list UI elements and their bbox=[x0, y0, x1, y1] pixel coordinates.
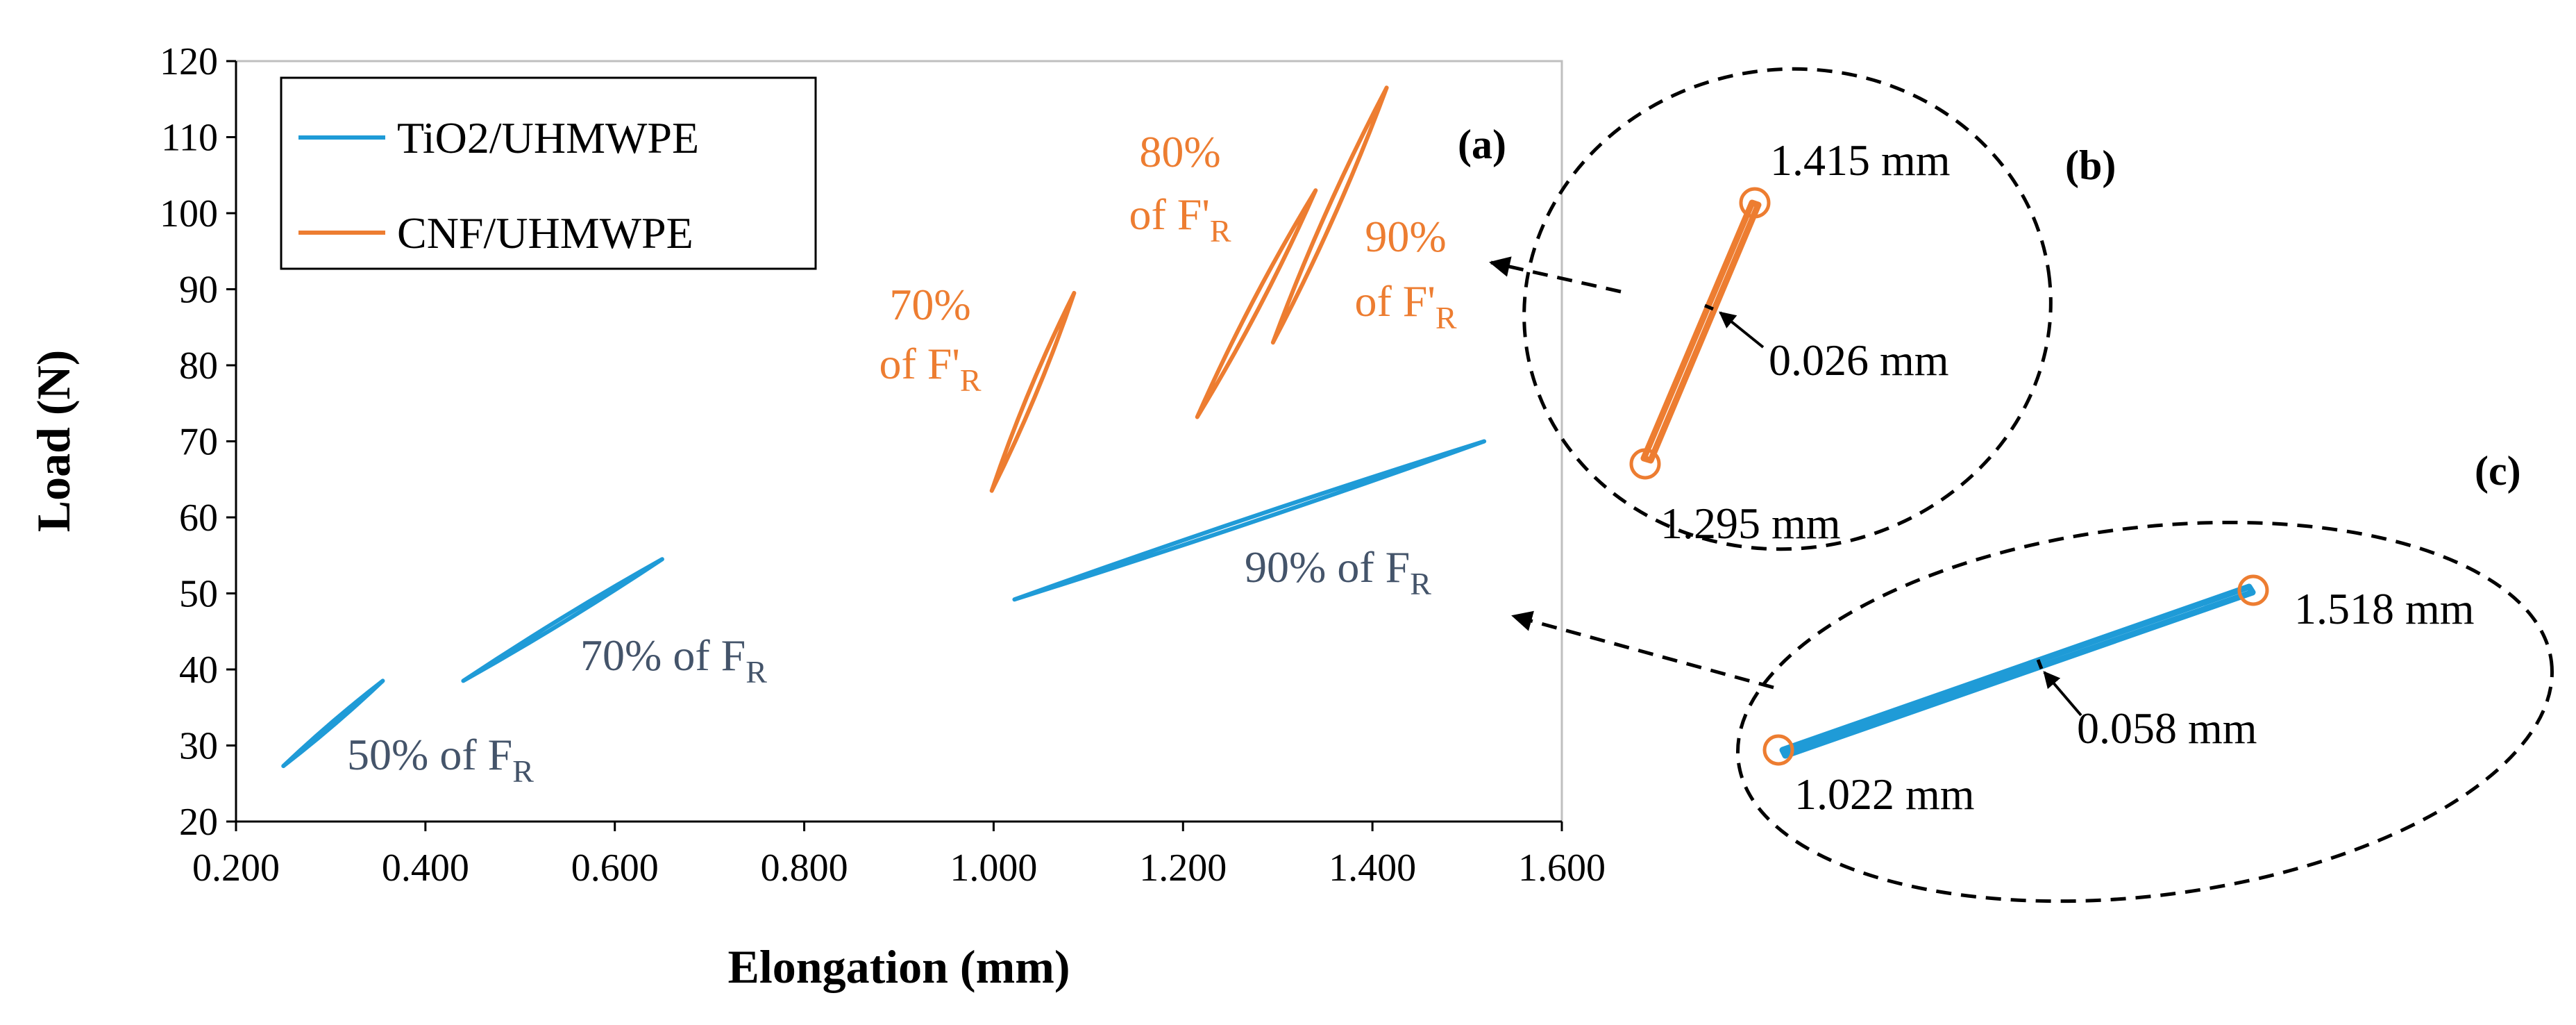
inset-c: (c) 1.518 mm 0.058 mm 1.022 mm bbox=[1736, 448, 2554, 903]
pointer-arrow-b bbox=[1489, 256, 1622, 294]
annotation-cnf-70-line1: 70% bbox=[889, 280, 970, 329]
x-tick-label: 1.400 bbox=[1329, 847, 1416, 890]
y-tick-label: 90 bbox=[179, 269, 218, 312]
x-axis-title: Elongation (mm) bbox=[728, 940, 1070, 993]
tio2-loop-1 bbox=[281, 678, 385, 769]
y-tick-label: 20 bbox=[179, 801, 218, 844]
y-tick-label: 100 bbox=[160, 192, 218, 235]
x-tick-label: 0.800 bbox=[761, 847, 848, 890]
x-tick-label: 1.600 bbox=[1518, 847, 1606, 890]
inset-b-loop bbox=[1640, 199, 1762, 464]
y-tick-label: 70 bbox=[179, 421, 218, 464]
x-tick-label: 0.200 bbox=[192, 847, 280, 890]
y-tick-label: 50 bbox=[179, 573, 218, 616]
inset-c-start-marker bbox=[1762, 734, 1794, 766]
y-tick-label: 30 bbox=[179, 725, 218, 768]
panel-label-b: (b) bbox=[2065, 142, 2116, 188]
cnf-loop-2 bbox=[1195, 188, 1318, 419]
inset-b-end-marker bbox=[1739, 187, 1771, 219]
annotation-tio2-70: 70% of FR bbox=[580, 631, 767, 690]
inset-b-width-label: 0.026 mm bbox=[1769, 335, 1949, 385]
x-ticks: 0.200 0.400 0.600 0.800 1.000 1.200 1.400 1.600 bbox=[192, 822, 1606, 890]
cnf-loop-1 bbox=[989, 290, 1077, 493]
cnf-loop-3 bbox=[1270, 85, 1389, 345]
y-tick-label: 60 bbox=[179, 497, 218, 540]
panel-label-a: (a) bbox=[1458, 122, 1506, 167]
annotation-cnf-80-line2: of F'R bbox=[1129, 190, 1231, 249]
inset-b-start-label: 1.295 mm bbox=[1660, 499, 1841, 548]
pointer-arrow-c bbox=[1511, 610, 1774, 690]
inset-b-width-arrow bbox=[1719, 311, 1765, 349]
inset-c-start-label: 1.022 mm bbox=[1794, 769, 1975, 819]
x-tick-label: 0.400 bbox=[382, 847, 469, 890]
inset-b-start-marker bbox=[1629, 448, 1661, 480]
inset-b-end-label: 1.415 mm bbox=[1770, 135, 1951, 185]
inset-b-ellipse bbox=[1522, 67, 2053, 551]
annotation-cnf-90-line1: 90% bbox=[1365, 212, 1446, 261]
annotation-tio2-90: 90% of FR bbox=[1245, 542, 1431, 601]
y-tick-label: 110 bbox=[161, 117, 218, 160]
tio2-loop-2 bbox=[461, 557, 664, 683]
annotation-cnf-80-line1: 80% bbox=[1139, 127, 1220, 176]
y-tick-label: 40 bbox=[179, 649, 218, 692]
annotation-cnf-70-line2: of F'R bbox=[879, 339, 981, 398]
legend-label-cnf: CNF/UHMWPE bbox=[397, 208, 693, 258]
y-axis-title: Load (N) bbox=[27, 350, 80, 533]
inset-c-width-label: 0.058 mm bbox=[2077, 703, 2257, 753]
legend-label-tio2: TiO2/UHMWPE bbox=[397, 113, 699, 162]
panel-label-c: (c) bbox=[2475, 448, 2521, 494]
inset-c-width-arrow bbox=[2043, 671, 2082, 717]
annotation-cnf-90-line2: of F'R bbox=[1354, 276, 1456, 335]
x-tick-label: 1.000 bbox=[950, 847, 1037, 890]
inset-c-end-label: 1.518 mm bbox=[2294, 584, 2475, 633]
legend: TiO2/UHMWPE CNF/UHMWPE bbox=[280, 76, 817, 270]
y-ticks: 20 30 40 50 60 70 80 90 100 110 120 bbox=[160, 40, 236, 844]
inset-c-loop bbox=[1779, 583, 2256, 759]
x-tick-label: 1.200 bbox=[1139, 847, 1227, 890]
x-tick-label: 0.600 bbox=[571, 847, 659, 890]
legend-box bbox=[280, 76, 817, 270]
data-loops bbox=[281, 85, 1487, 769]
inset-c-end-marker bbox=[2237, 574, 2269, 606]
tio2-loop-3 bbox=[1012, 439, 1487, 602]
inset-b-width-tick bbox=[1704, 303, 1714, 311]
inset-c-ellipse bbox=[1736, 520, 2554, 903]
inset-b: (b) 1.415 mm 0.026 mm 1.295 mm bbox=[1522, 67, 2116, 551]
y-tick-label: 80 bbox=[179, 344, 218, 388]
y-tick-label: 120 bbox=[160, 40, 218, 83]
inset-c-width-tick bbox=[2036, 659, 2044, 669]
annotation-tio2-50: 50% of FR bbox=[347, 730, 534, 789]
